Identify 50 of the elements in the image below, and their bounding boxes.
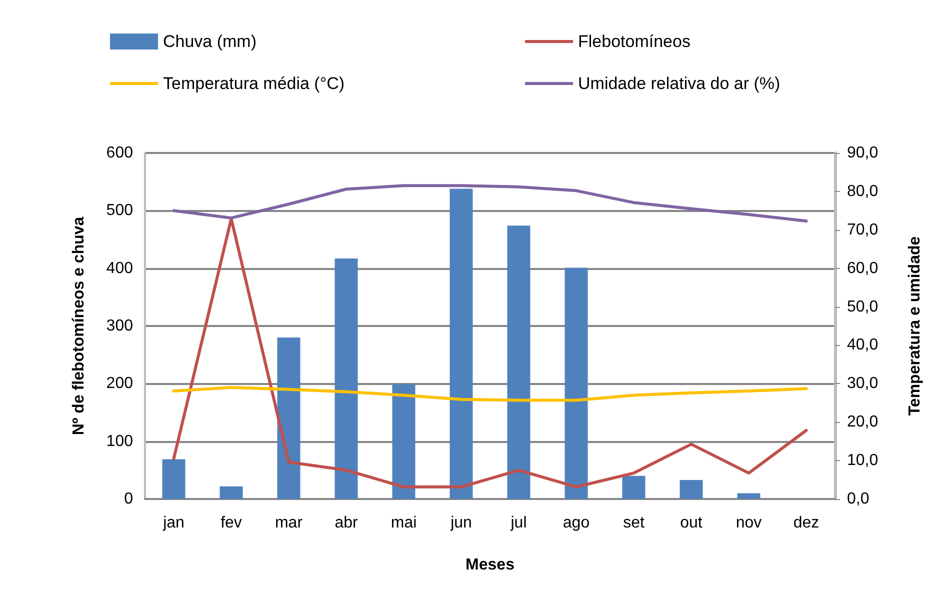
y2-tick-label: 40,0 <box>847 336 878 354</box>
legend-label: Flebotomíneos <box>578 32 690 51</box>
y2-tick-label: 60,0 <box>847 260 878 277</box>
x-tick-label: jan <box>162 514 184 532</box>
y2-tick-label: 90,0 <box>847 144 878 162</box>
y-tick-label: 100 <box>106 432 134 450</box>
y-axis-title: Nº de flebotomíneos e chuva <box>70 216 88 436</box>
line-series <box>172 386 808 402</box>
y2-tick-label: 50,0 <box>847 298 878 316</box>
x-tick-label: jun <box>450 514 472 532</box>
y-tick-label: 0 <box>124 490 134 508</box>
x-tick-label: jul <box>510 514 527 532</box>
y-tick-label: 500 <box>106 202 134 220</box>
x-axis-title: Meses <box>466 556 515 574</box>
legend-label: Umidade relativa do ar (%) <box>578 74 780 93</box>
y2-tick-label: 10,0 <box>847 452 878 470</box>
bar <box>564 268 588 499</box>
y2-tick-label: 20,0 <box>847 414 878 431</box>
y-tick-label: 400 <box>106 260 134 277</box>
y-tick-label: 200 <box>106 375 134 392</box>
x-tick-label: mar <box>274 514 304 532</box>
x-tick-label: ago <box>562 514 590 532</box>
bar <box>450 188 473 499</box>
y2-tick-label: 30,0 <box>847 375 878 392</box>
x-tick-label: dez <box>793 514 820 532</box>
x-tick-label: fev <box>220 514 242 532</box>
y2-tick-label: 0,0 <box>847 490 870 508</box>
legend-label: Temperatura média (°C) <box>163 74 345 93</box>
line-series <box>172 217 808 488</box>
y2-axis-title: Temperatura e umidade <box>906 236 924 416</box>
bar <box>507 226 530 499</box>
x-tick-label: nov <box>736 514 762 532</box>
bar <box>334 258 358 499</box>
bar <box>220 486 243 499</box>
legend-label: Chuva (mm) <box>163 32 257 51</box>
x-tick-label: mai <box>390 514 417 532</box>
y2-tick-label: 70,0 <box>847 221 878 238</box>
x-tick-label: abr <box>334 514 358 532</box>
x-tick-label: out <box>680 514 703 532</box>
y-tick-label: 300 <box>106 318 134 334</box>
bar <box>392 384 416 499</box>
bar <box>162 459 186 499</box>
bar <box>277 338 300 499</box>
y-tick-label: 600 <box>106 144 134 162</box>
line-series <box>172 184 808 223</box>
x-tick-label: set <box>623 514 645 532</box>
y2-tick-label: 80,0 <box>847 182 878 200</box>
bar <box>680 480 703 499</box>
bar <box>622 476 646 499</box>
bar <box>737 493 760 499</box>
